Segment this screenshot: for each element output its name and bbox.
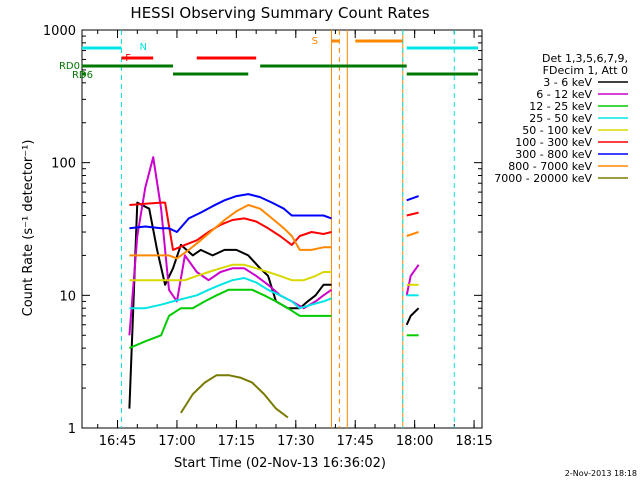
legend-header: FDecim 1, Att 0 [543,64,628,77]
legend: Det 1,3,5,6,7,9,FDecim 1, Att 03 - 6 keV… [494,52,628,185]
x-tick-label: 17:00 [158,434,195,449]
x-tick-label: 18:15 [455,434,492,449]
legend-item: 12 - 25 keV [529,100,592,113]
interval-label: RD6 [72,70,93,81]
series-line [405,307,420,326]
footer-date: 2-Nov-2013 18:18 [565,469,637,478]
legend-header: Det 1,3,5,6,7,9, [542,52,628,65]
legend-item: 50 - 100 keV [522,124,592,137]
series-line [129,204,332,260]
x-tick-label: 17:45 [336,434,373,449]
series-line [180,374,289,419]
y-tick-label: 10 [59,289,76,304]
interval-label: RD0 [59,61,80,72]
legend-item: 800 - 7000 keV [508,160,592,173]
interval-label: N [140,42,147,53]
series-line [128,156,333,336]
legend-item: 100 - 300 keV [515,136,592,149]
series-line [406,231,419,237]
series-line [128,201,332,409]
legend-item: 7000 - 20000 keV [494,172,592,185]
series-line [405,264,420,296]
x-tick-label: 17:15 [218,434,255,449]
series-line [129,263,332,282]
series-line [406,195,419,202]
y-tick-label: 1000 [43,24,76,39]
x-tick-label: 16:45 [99,434,136,449]
chart-title: HESSI Observing Summary Count Rates [130,4,429,22]
x-tick-label: 17:30 [277,434,314,449]
legend-item: 6 - 12 keV [536,88,592,101]
series-line [129,193,332,233]
plot-area: 16:45 17:00 17:15 17:30 17:45 18:00 18:15 1 10 10… [43,24,493,449]
series-line [406,211,419,217]
x-tick-label: 18:00 [396,434,433,449]
y-axis-label: Count Rate (s⁻¹ detector⁻¹) [21,140,36,317]
interval-label: F [125,53,131,64]
interval-label: S [312,36,318,47]
y-tick-label: 1 [68,422,76,437]
series-line [129,201,332,251]
legend-item: 300 - 800 keV [515,148,592,161]
y-tick-label: 100 [51,157,76,172]
legend-item: 3 - 6 keV [543,76,592,89]
x-axis-label: Start Time (02-Nov-13 16:36:02) [174,456,386,471]
legend-item: 25 - 50 keV [529,112,592,125]
plot-frame [81,29,483,429]
series-line [129,277,332,310]
series-line [129,288,332,350]
